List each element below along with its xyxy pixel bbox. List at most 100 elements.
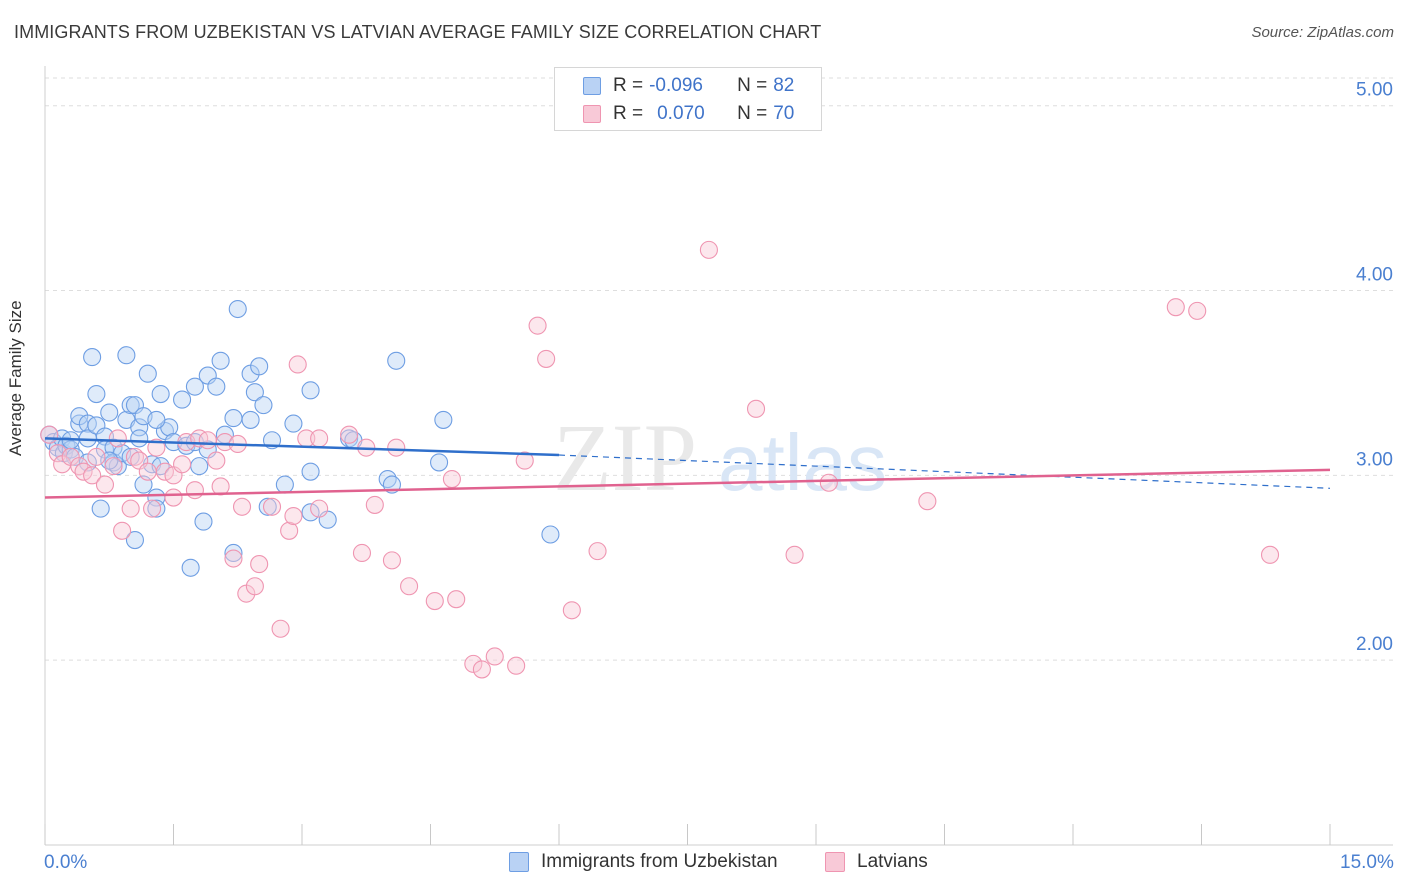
point-latvian <box>819 473 838 492</box>
point-latvian <box>87 447 106 466</box>
point-latvian <box>507 656 526 675</box>
point-latvian <box>185 481 204 500</box>
y-axis-label: Average Family Size <box>6 300 25 456</box>
point-uzbekistan <box>91 499 110 518</box>
legend-swatch-pink <box>583 105 601 123</box>
point-latvian <box>442 470 461 489</box>
point-latvian <box>310 429 329 448</box>
point-uzbekistan <box>275 475 294 494</box>
legend-label-uzbekistan: Immigrants from Uzbekistan <box>541 851 778 872</box>
y-tick-label: 5.00 <box>1356 80 1393 101</box>
trend-line-uzbekistan <box>44 437 560 457</box>
point-latvian <box>104 457 123 476</box>
point-uzbekistan <box>100 403 119 422</box>
point-latvian <box>515 451 534 470</box>
point-latvian <box>198 431 217 450</box>
point-latvian <box>121 499 140 518</box>
x-tick-min: 0.0% <box>44 852 88 873</box>
trend-lines <box>44 437 1331 499</box>
point-uzbekistan <box>284 414 303 433</box>
y-tick-label: 4.00 <box>1356 265 1393 286</box>
point-uzbekistan <box>430 453 449 472</box>
point-uzbekistan <box>138 364 157 383</box>
point-latvian <box>143 499 162 518</box>
point-uzbekistan <box>125 530 144 550</box>
point-latvian <box>250 555 269 574</box>
point-uzbekistan <box>541 525 560 544</box>
point-latvian <box>588 542 607 561</box>
point-latvian <box>447 590 466 609</box>
point-uzbekistan <box>258 497 277 516</box>
point-latvian <box>288 355 307 374</box>
legend-r-value: 0.070 <box>657 103 705 124</box>
point-latvian <box>400 577 419 596</box>
point-latvian <box>340 425 359 444</box>
point-uzbekistan <box>190 457 209 476</box>
legend-n-value: 70 <box>773 103 795 124</box>
point-latvian <box>425 591 444 611</box>
point-uzbekistan <box>117 346 136 365</box>
point-uzbekistan <box>387 351 406 370</box>
point-uzbekistan <box>250 357 269 376</box>
legend-swatch-pink <box>825 852 845 872</box>
point-latvian <box>224 549 243 568</box>
point-uzbekistan <box>185 377 204 396</box>
point-latvian <box>95 475 115 494</box>
point-latvian <box>918 492 937 511</box>
point-uzbekistan <box>87 384 106 404</box>
point-latvian <box>382 551 402 570</box>
point-uzbekistan <box>245 383 264 402</box>
watermark-atlas: atlas <box>718 418 887 507</box>
source-credit: Source: ZipAtlas.com <box>1251 24 1394 41</box>
legend-row-latvians: R = 0.070 N = 70 <box>555 100 794 128</box>
point-latvian <box>1188 301 1207 320</box>
point-latvian <box>537 349 556 368</box>
y-tick-labels: 2.00 3.00 4.00 5.00 <box>1356 80 1393 655</box>
legend-n-label: N = <box>737 75 768 96</box>
point-latvian <box>262 497 282 516</box>
legend-item-uzbekistan: Immigrants from Uzbekistan <box>509 851 778 873</box>
point-uzbekistan <box>254 396 273 415</box>
point-latvian <box>108 429 127 448</box>
point-uzbekistan <box>224 543 243 563</box>
legend-n-label: N = <box>737 103 768 124</box>
point-latvian <box>365 495 384 514</box>
point-latvian <box>245 577 264 596</box>
trend-line-latvians <box>44 468 1331 499</box>
point-uzbekistan <box>301 381 320 400</box>
correlation-legend: R = -0.096 N = 82 R = 0.070 N = 70 <box>554 67 822 131</box>
point-uzbekistan <box>434 410 453 429</box>
y-tick-label: 3.00 <box>1356 449 1393 470</box>
point-latvian <box>485 647 504 666</box>
point-uzbekistan <box>301 462 320 481</box>
point-uzbekistan <box>151 384 170 404</box>
point-latvian <box>271 619 290 638</box>
legend-swatch-blue <box>509 852 529 872</box>
point-latvian <box>464 654 483 673</box>
point-latvian <box>284 506 303 526</box>
axes <box>44 66 1393 846</box>
point-latvian <box>699 240 718 259</box>
point-uzbekistan <box>241 410 260 429</box>
point-latvian <box>40 425 59 444</box>
point-latvian <box>387 438 406 457</box>
point-uzbekistan <box>173 390 192 409</box>
point-latvian <box>472 660 491 679</box>
point-uzbekistan <box>228 299 247 319</box>
point-latvian <box>528 316 547 335</box>
point-latvian <box>138 462 157 481</box>
point-uzbekistan <box>224 409 243 428</box>
point-latvian <box>746 399 766 418</box>
legend-r-label: R = <box>613 103 644 124</box>
point-latvian <box>173 455 192 474</box>
point-latvian <box>164 488 183 507</box>
legend-label-latvians: Latvians <box>857 851 928 872</box>
point-uzbekistan <box>130 429 149 448</box>
point-uzbekistan <box>211 351 230 370</box>
point-latvian <box>352 543 372 563</box>
legend-item-latvians: Latvians <box>825 851 928 873</box>
point-latvian <box>562 601 581 620</box>
point-uzbekistan <box>194 512 213 531</box>
legend-n-value: 82 <box>773 75 795 96</box>
